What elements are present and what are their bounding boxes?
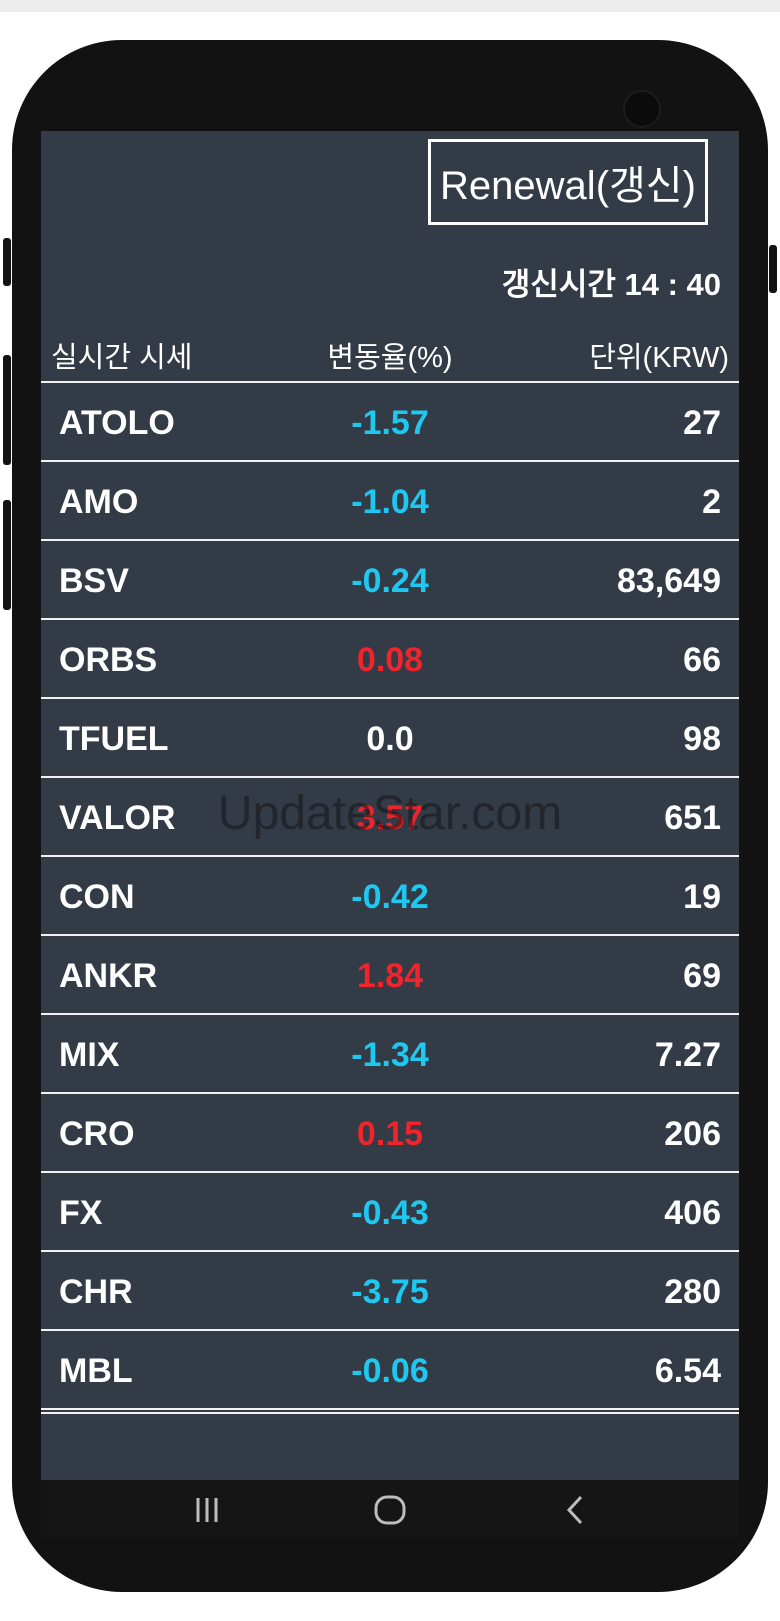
coin-name: AMO <box>59 483 139 521</box>
coin-name: ATOLO <box>59 404 175 442</box>
price: 69 <box>683 957 721 995</box>
change-rate: -0.43 <box>351 1194 429 1232</box>
price: 66 <box>683 641 721 679</box>
table-row: BSV -0.24 83,649 <box>41 539 739 618</box>
price: 651 <box>664 799 721 837</box>
camera <box>623 90 661 128</box>
price: 98 <box>683 720 721 758</box>
navigation-bar <box>41 1480 739 1538</box>
coin-name: CON <box>59 878 135 916</box>
price: 19 <box>683 878 721 916</box>
coin-name: CHR <box>59 1273 133 1311</box>
price: 206 <box>664 1115 721 1153</box>
change-rate: 3.57 <box>356 799 424 837</box>
table-row: AMO -1.04 2 <box>41 460 739 539</box>
coin-name: CRO <box>59 1115 135 1153</box>
change-rate: -1.04 <box>351 483 429 521</box>
change-rate: -1.34 <box>351 1036 429 1074</box>
price: 2 <box>702 483 721 521</box>
change-rate: -0.24 <box>351 562 429 600</box>
price: 280 <box>664 1273 721 1311</box>
column-header: 변동율(%) <box>327 342 453 374</box>
coin-name: ANKR <box>59 957 158 995</box>
coin-name: VALOR <box>59 799 176 837</box>
coin-name: TFUEL <box>59 720 169 758</box>
table-row: MIX -1.34 7.27 <box>41 1013 739 1092</box>
home-button[interactable] <box>374 1495 406 1525</box>
table-row: ATOLO -1.57 27 <box>41 381 739 460</box>
update-time: 갱신시간 14 : 40 <box>501 267 721 302</box>
top-bar <box>0 0 780 12</box>
change-rate: -1.57 <box>351 404 429 442</box>
price: 6.54 <box>654 1352 721 1390</box>
change-rate: -0.06 <box>351 1352 429 1390</box>
recent-apps-button[interactable] <box>196 1498 218 1522</box>
coin-name: MIX <box>59 1036 120 1074</box>
table-row: FX -0.43 406 <box>41 1171 739 1250</box>
side-button <box>3 355 11 465</box>
price: 27 <box>683 404 721 442</box>
table-row: ANKR 1.84 69 <box>41 934 739 1013</box>
change-rate: 1.84 <box>356 957 424 995</box>
table-row: VALOR 3.57 651 <box>41 776 739 855</box>
price: 406 <box>664 1194 721 1232</box>
table-row: CON -0.42 19 <box>41 855 739 934</box>
coin-name: MBL <box>59 1352 133 1390</box>
price: 7.27 <box>654 1036 721 1074</box>
table-row: TFUEL 0.0 98 <box>41 697 739 776</box>
change-rate: 0.15 <box>356 1115 424 1153</box>
change-rate: 0.08 <box>356 641 424 679</box>
screen: Renewal(갱신) 갱신시간 14 : 40 실시간 시세 변동율(%) 단… <box>41 131 739 1480</box>
coin-name: BSV <box>59 562 129 600</box>
side-button <box>3 238 11 286</box>
change-rate: -3.75 <box>351 1273 429 1311</box>
back-button[interactable] <box>566 1495 583 1525</box>
table-end <box>41 1408 739 1414</box>
renewal-button[interactable]: Renewal(갱신) <box>428 139 708 225</box>
change-rate: -0.42 <box>351 878 429 916</box>
column-header: 단위(KRW) <box>589 342 729 374</box>
nav-icons <box>196 1495 583 1525</box>
column-header: 실시간 시세 <box>51 342 193 374</box>
coin-name: FX <box>59 1194 103 1232</box>
side-button <box>3 500 11 610</box>
change-rate: 0.0 <box>366 720 414 758</box>
coin-name: ORBS <box>59 641 158 679</box>
price: 83,649 <box>617 562 721 600</box>
table-row: MBL -0.06 6.54 <box>41 1329 739 1408</box>
table-row: CRO 0.15 206 <box>41 1092 739 1171</box>
table-row: ORBS 0.08 66 <box>41 618 739 697</box>
table-row: CHR -3.75 280 <box>41 1250 739 1329</box>
side-button <box>769 245 777 293</box>
